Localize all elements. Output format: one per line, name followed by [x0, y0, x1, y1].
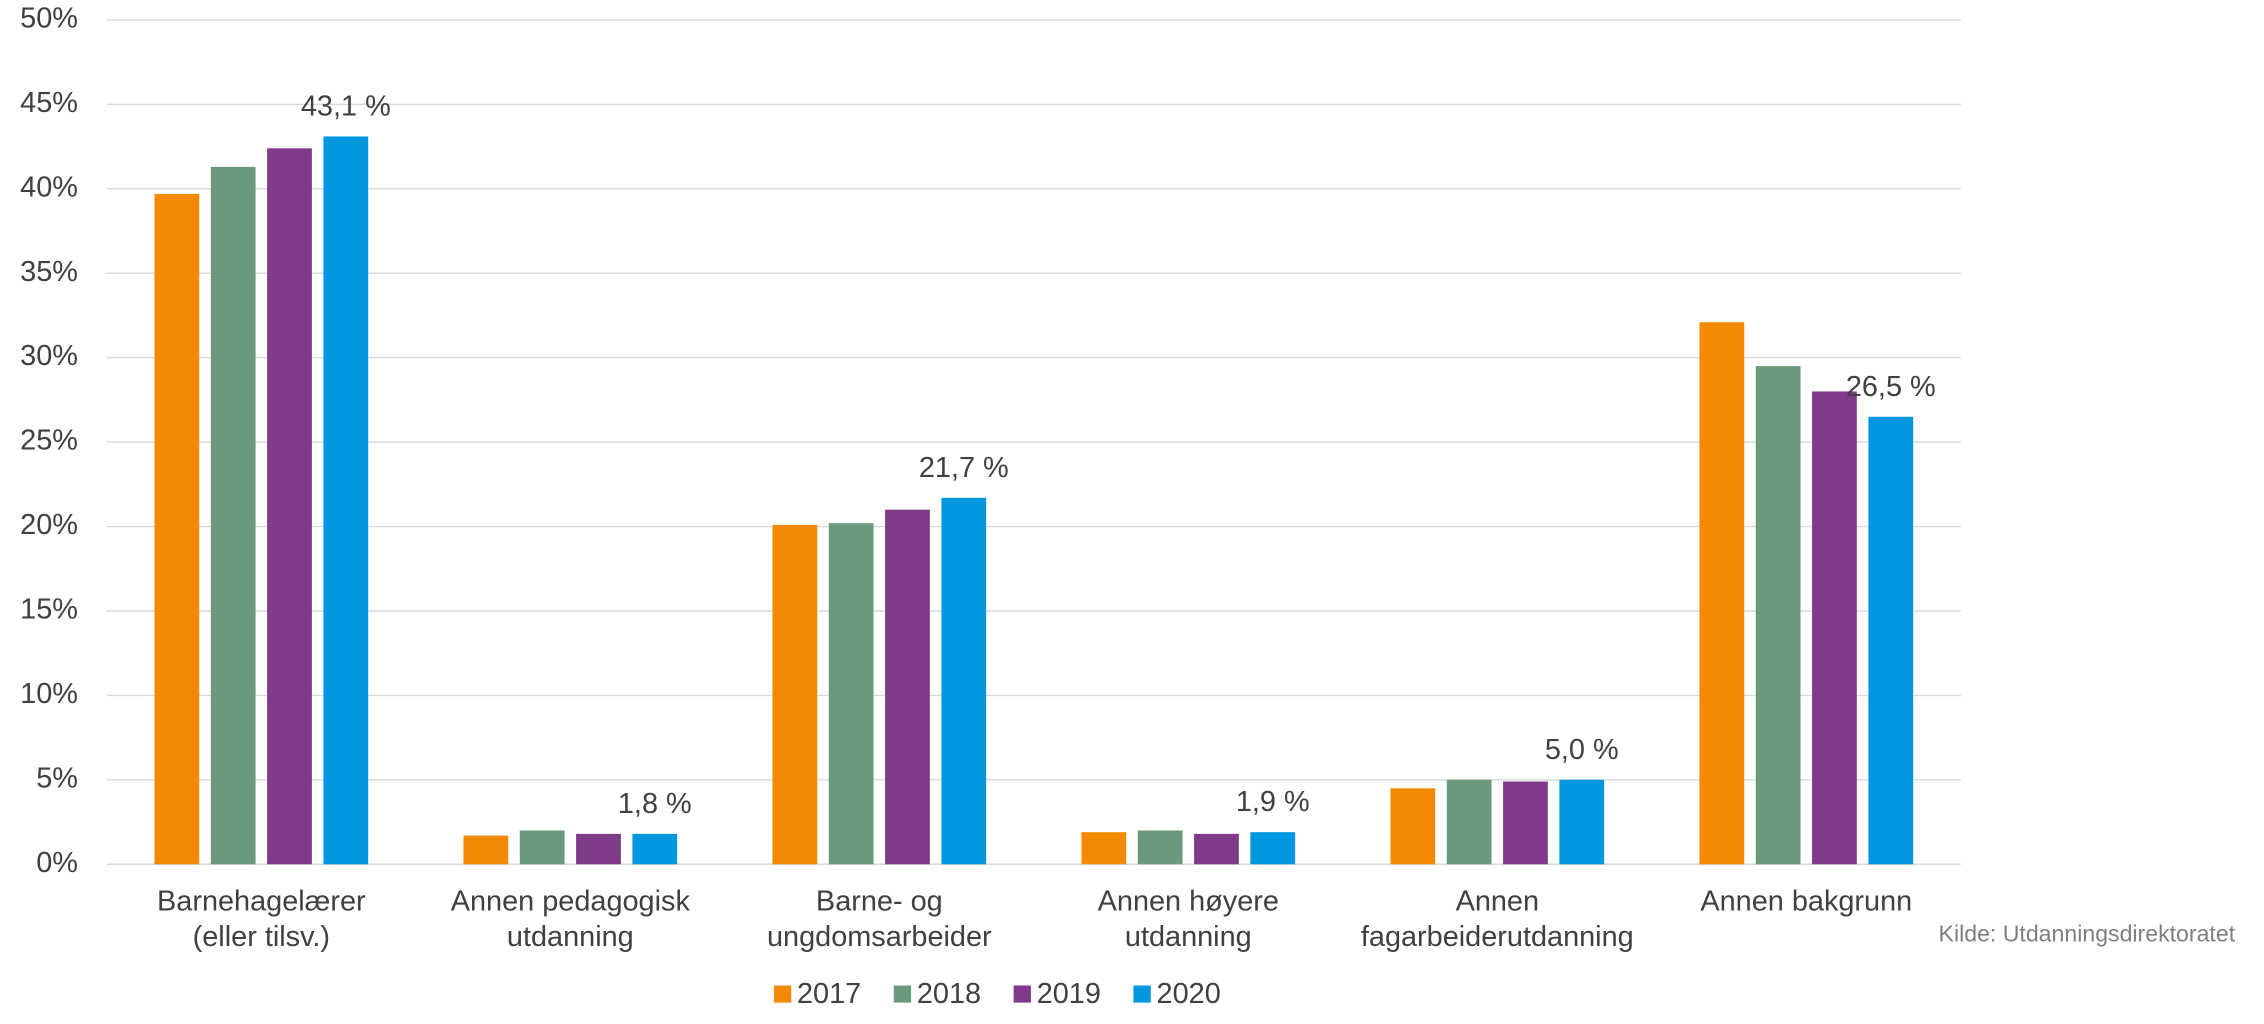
legend-label: 2017	[797, 978, 861, 1010]
legend-label: 2019	[1037, 978, 1101, 1010]
x-tick-label: Annen	[1456, 885, 1539, 917]
bar	[154, 193, 200, 865]
data-label: 1,9 %	[1236, 786, 1310, 818]
y-tick-label: 30%	[20, 340, 78, 372]
legend-swatch	[1013, 985, 1031, 1003]
x-tick-label: ungdomsarbeider	[767, 921, 992, 953]
bar	[267, 148, 312, 865]
data-label: 43,1 %	[301, 91, 391, 123]
bar	[1250, 832, 1296, 865]
data-label: 21,7 %	[919, 452, 1009, 484]
legend-swatch	[773, 985, 792, 1003]
x-tick-label: fagarbeiderutdanning	[1361, 921, 1634, 953]
bar	[1137, 830, 1183, 865]
bar	[323, 136, 369, 865]
bar	[463, 835, 509, 865]
bar	[1081, 832, 1127, 865]
y-tick-label: 40%	[20, 172, 78, 204]
y-tick-label: 15%	[20, 594, 78, 626]
bar	[632, 833, 678, 865]
x-tick-label: Barnehagelærer	[157, 885, 366, 917]
x-tick-label: Barne- og	[816, 885, 943, 917]
x-tick-label: Annen bakgrunn	[1700, 885, 1912, 917]
bar	[885, 509, 930, 865]
bar	[772, 524, 818, 865]
y-tick-label: 20%	[20, 509, 78, 541]
bar	[1503, 781, 1548, 865]
y-tick-label: 5%	[36, 763, 78, 795]
x-tick-label: utdanning	[1125, 921, 1252, 953]
x-tick-label: (eller tilsv.)	[193, 921, 330, 953]
y-tick-label: 50%	[20, 3, 78, 35]
y-tick-label: 25%	[20, 425, 78, 457]
y-tick-label: 0%	[36, 847, 78, 879]
legend-swatch	[1133, 985, 1151, 1003]
y-tick-label: 45%	[20, 87, 78, 119]
bar	[1390, 788, 1436, 865]
bar	[1446, 779, 1492, 865]
bar	[1868, 416, 1914, 865]
source: Kilde: Utdanningsdirektoratet	[1939, 921, 2236, 947]
bar	[1699, 322, 1745, 865]
x-tick-label: Annen høyere	[1098, 885, 1279, 917]
bar	[1812, 391, 1857, 865]
bar	[1559, 779, 1605, 865]
bar	[1194, 833, 1239, 865]
bar	[519, 830, 565, 865]
x-tick-label: Annen pedagogisk	[451, 885, 691, 917]
legend-swatch	[893, 985, 912, 1003]
bar	[1755, 366, 1801, 865]
bar	[941, 497, 987, 865]
x-tick-label: utdanning	[507, 921, 634, 953]
y-tick-label: 35%	[20, 256, 78, 288]
bar	[576, 833, 621, 865]
legend-label: 2018	[917, 978, 981, 1010]
y-tick-label: 10%	[20, 678, 78, 710]
legend-label: 2020	[1157, 978, 1221, 1010]
bar	[210, 166, 256, 865]
data-label: 26,5 %	[1846, 371, 1936, 403]
data-label: 5,0 %	[1545, 734, 1619, 766]
bar	[828, 523, 874, 865]
data-label: 1,8 %	[618, 788, 692, 820]
